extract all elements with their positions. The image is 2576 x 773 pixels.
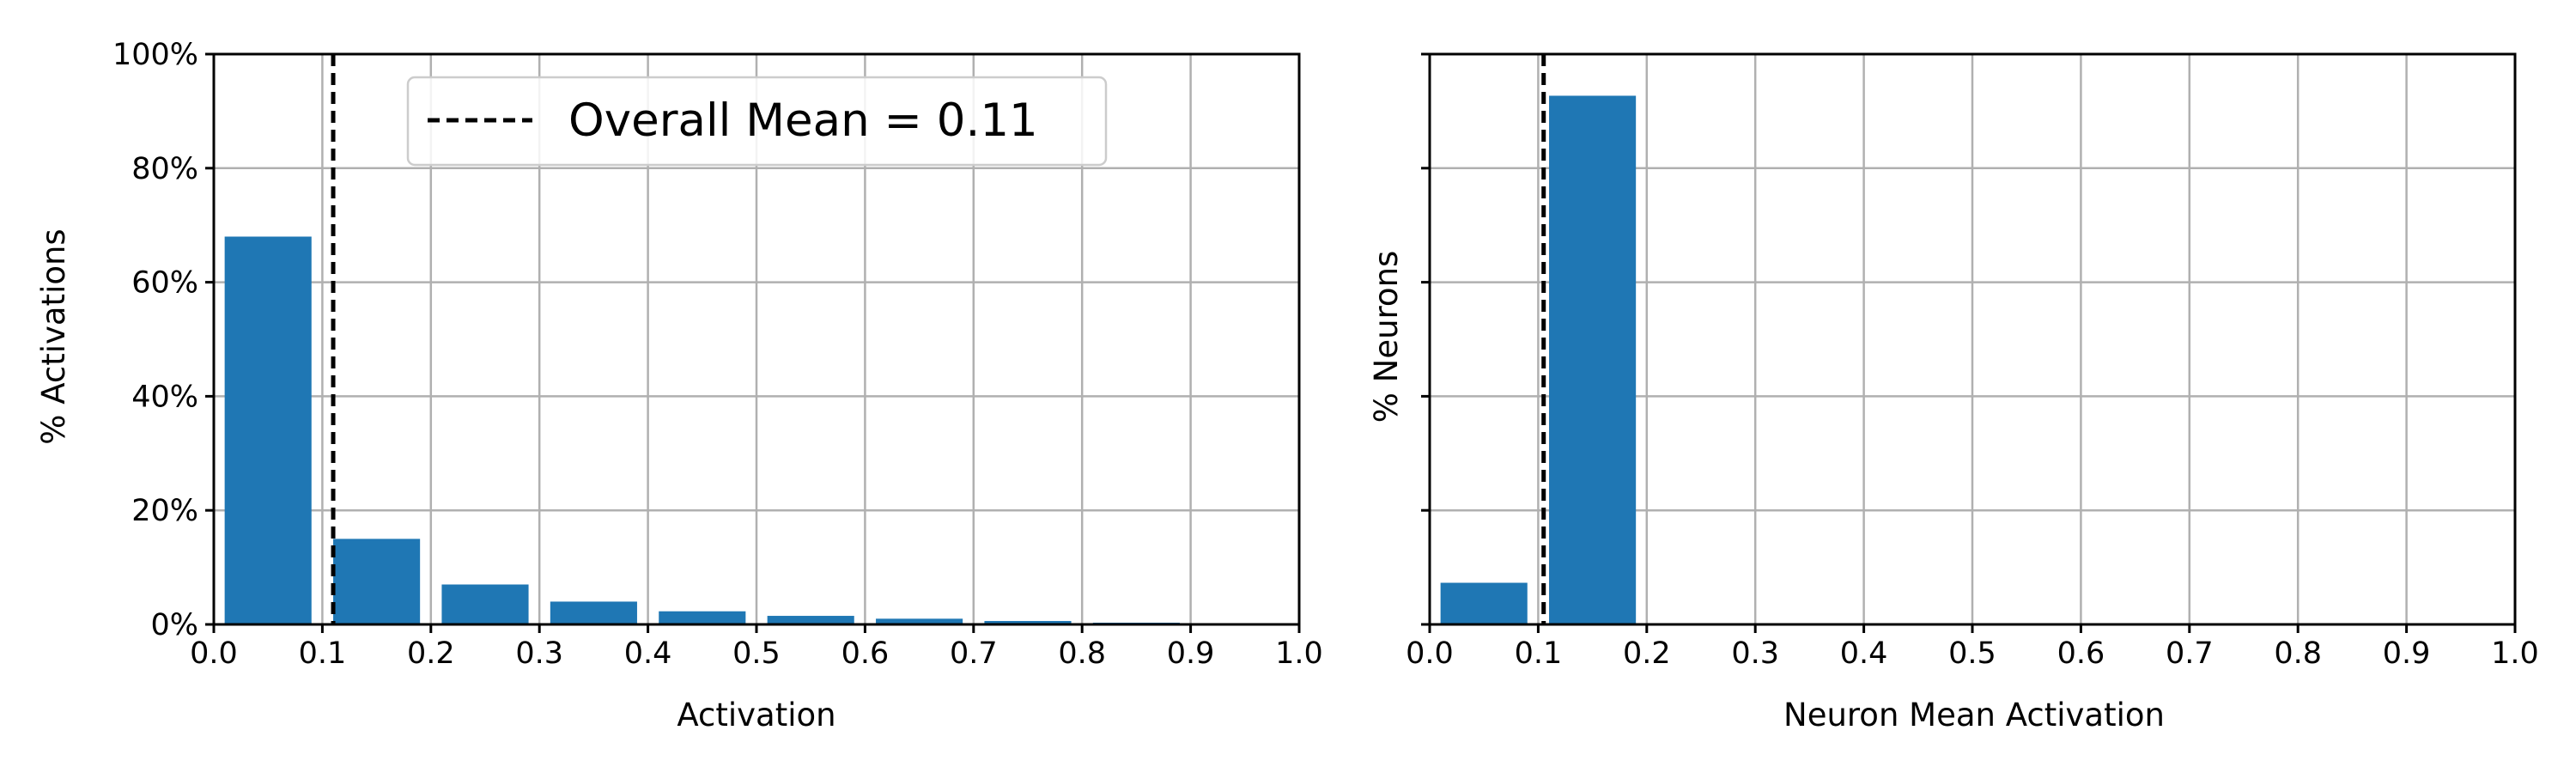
left-x-tick-label: 0.2 xyxy=(407,636,455,671)
right-x-tick-label: 0.4 xyxy=(1840,636,1888,671)
left-x-tick-label: 0.1 xyxy=(299,636,347,671)
left-bar-4 xyxy=(659,611,746,624)
right-x-tick-label: 0.9 xyxy=(2383,636,2431,671)
left-bar-0 xyxy=(224,236,312,624)
left-x-tick-label: 0.3 xyxy=(515,636,563,671)
right-bar-0 xyxy=(1440,582,1528,624)
right-x-tick-label: 0.2 xyxy=(1623,636,1671,671)
left-bar-3 xyxy=(550,601,637,624)
left-bar-6 xyxy=(876,618,963,624)
left-x-tick-label: 0.8 xyxy=(1058,636,1106,671)
left-x-tick-label: 0.6 xyxy=(841,636,890,671)
right-x-axis-label: Neuron Mean Activation xyxy=(1783,697,2165,733)
left-x-axis-label: Activation xyxy=(677,697,835,733)
right-x-tick-label: 0.6 xyxy=(2057,636,2105,671)
left-x-tick-label: 0.7 xyxy=(950,636,998,671)
left-y-tick-label: 0% xyxy=(150,608,198,642)
left-y-tick-label: 100% xyxy=(112,38,198,72)
legend: Overall Mean = 0.11 xyxy=(406,76,1108,167)
left-bar-5 xyxy=(767,616,854,624)
right-bar-1 xyxy=(1549,95,1637,625)
left-x-tick-label: 0.0 xyxy=(190,636,238,671)
left-x-tick-label: 1.0 xyxy=(1275,636,1323,671)
right-panel: 0.0 0.1 0.2 0.3 0.4 0.5 0.6 0.7 0.8 0.9 1.0 xyxy=(1406,52,2539,671)
left-bar-1 xyxy=(333,539,421,624)
right-x-tick-label: 0.1 xyxy=(1515,636,1563,671)
left-y-tick-label: 80% xyxy=(131,152,198,186)
right-x-tick-label: 0.0 xyxy=(1406,636,1454,671)
right-y-axis-label: % Neurons xyxy=(1368,251,1405,423)
left-x-tick-label: 0.4 xyxy=(624,636,672,671)
left-y-tick-label: 40% xyxy=(131,380,198,414)
legend-box xyxy=(406,76,1108,167)
left-x-tick-label: 0.5 xyxy=(732,636,781,671)
left-y-axis-label: % Activations xyxy=(35,228,72,444)
legend-entry-overall-mean: Overall Mean = 0.11 xyxy=(568,94,1038,147)
left-y-tick-label: 20% xyxy=(131,494,198,528)
left-bar-2 xyxy=(441,584,529,624)
left-y-tick-label: 60% xyxy=(131,266,198,301)
right-x-tick-label: 0.7 xyxy=(2166,636,2214,671)
right-x-tick-label: 0.5 xyxy=(1948,636,1996,671)
right-x-tick-label: 1.0 xyxy=(2491,636,2539,671)
right-x-tick-label: 0.3 xyxy=(1731,636,1779,671)
left-x-tick-label: 0.9 xyxy=(1167,636,1215,671)
right-x-tick-label: 0.8 xyxy=(2274,636,2322,671)
left-bar-7 xyxy=(984,621,1072,624)
